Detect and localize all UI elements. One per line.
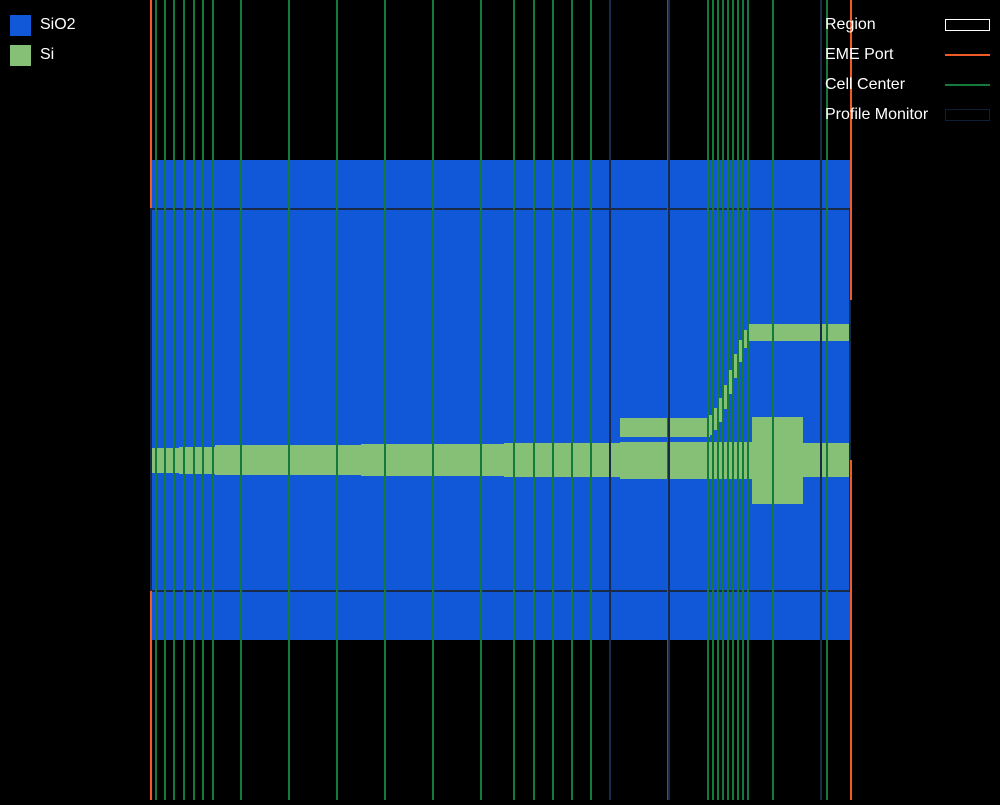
profile-monitor-key-icon: [945, 109, 990, 121]
eme-port-lines: [150, 0, 852, 800]
legend-label-si: Si: [40, 46, 55, 63]
legend-item-profile-monitor: Profile Monitor: [825, 100, 995, 130]
legend-item-region: Region: [825, 10, 995, 40]
region-key-icon: [945, 19, 990, 31]
profile-monitor-lines: [609, 0, 822, 800]
legend-label-cell-center: Cell Center: [825, 76, 906, 93]
sio2-cladding: [151, 160, 850, 640]
legend-item-cell-center: Cell Center: [825, 70, 995, 100]
cell-center-key-icon: [945, 84, 990, 86]
legend-item-sio2: SiO2: [10, 10, 76, 40]
profile-monitor-box: [150, 208, 851, 592]
material-legend: SiO2 Si: [10, 10, 76, 70]
legend-label-sio2: SiO2: [40, 16, 76, 33]
object-legend: Region EME Port Cell Center Profile Moni…: [825, 10, 995, 130]
legend-item-si: Si: [10, 40, 76, 70]
legend-label-profile-monitor: Profile Monitor: [825, 106, 929, 123]
eme-port-key-icon: [945, 54, 990, 56]
legend-label-eme-port: EME Port: [825, 46, 894, 63]
legend-label-region: Region: [825, 16, 876, 33]
si-swatch-icon: [10, 44, 31, 66]
sio2-swatch-icon: [10, 14, 31, 36]
legend-item-eme-port: EME Port: [825, 40, 995, 70]
